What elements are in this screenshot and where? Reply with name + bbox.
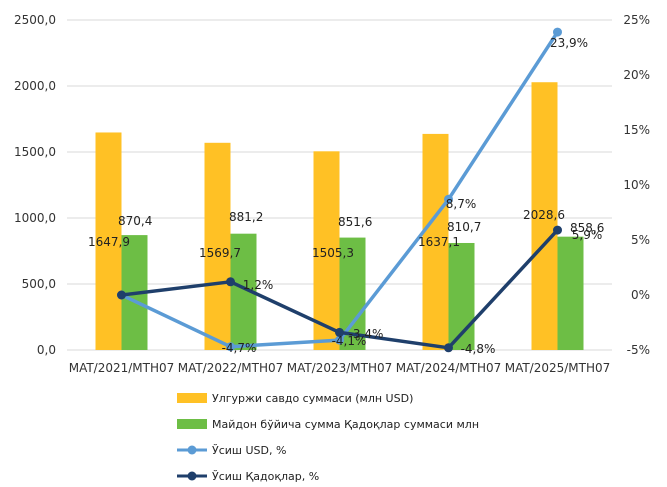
line-point — [335, 327, 344, 337]
data-label: -4,1% — [332, 334, 367, 348]
data-label: 858,6 — [570, 221, 604, 235]
y-left-tick-label: 2000,0 — [14, 79, 56, 93]
data-label: 8,7% — [446, 197, 477, 211]
data-label: -4,7% — [222, 341, 257, 355]
y-left-tick-label: 1000,0 — [14, 211, 56, 225]
y-right-tick-label: 5% — [631, 233, 650, 247]
y-left-tick-label: 2500,0 — [14, 13, 56, 27]
data-label: 1647,9 — [88, 235, 130, 249]
y-right-tick-label: 0% — [631, 288, 650, 302]
bar-wholesale — [422, 133, 449, 350]
bar-packages — [557, 236, 584, 350]
legend-label: Ўсиш USD, % — [212, 444, 286, 457]
legend-label: Майдон бўйича сумма Қадоқлар суммаси млн — [212, 418, 479, 431]
data-label: 810,7 — [447, 220, 481, 234]
data-label: 851,6 — [338, 215, 372, 229]
x-category-label: MAT/2021/MTH07 — [69, 361, 175, 375]
data-label: 881,2 — [229, 210, 263, 224]
data-label: 23,9% — [550, 36, 588, 50]
y-right-tick-label: 25% — [623, 13, 650, 27]
data-label: 5,9% — [572, 228, 603, 242]
line-point — [553, 27, 562, 37]
legend-swatch — [177, 393, 207, 403]
data-label: 1569,7 — [199, 246, 241, 260]
data-label: -3,4% — [349, 327, 384, 341]
data-label: 1,2% — [243, 278, 274, 292]
y-right-tick-label: 15% — [623, 123, 650, 137]
y-right-tick-label: 20% — [623, 68, 650, 82]
line-point — [553, 225, 562, 235]
y-right-tick-label: 10% — [623, 178, 650, 192]
legend-label: Улгуржи савдо суммаси (млн USD) — [212, 392, 413, 405]
line-point — [226, 342, 235, 352]
bar-wholesale — [95, 132, 122, 350]
data-label: 2028,6 — [523, 208, 565, 222]
x-category-label: MAT/2025/MTH07 — [505, 361, 611, 375]
bar-wholesale — [531, 82, 558, 351]
x-category-label: MAT/2023/MTH07 — [287, 361, 393, 375]
legend-marker — [187, 471, 197, 481]
data-label: 1505,3 — [312, 246, 354, 260]
x-category-label: MAT/2024/MTH07 — [396, 361, 502, 375]
line-point — [226, 277, 235, 287]
legend-label: Ўсиш Қадоқлар, % — [212, 470, 319, 483]
line-point — [444, 194, 453, 204]
line-point — [335, 335, 344, 345]
y-left-tick-label: 500,0 — [22, 277, 56, 291]
line-point — [117, 290, 126, 300]
line-point — [444, 343, 453, 353]
y-left-tick-label: 1500,0 — [14, 145, 56, 159]
legend-marker — [187, 445, 197, 455]
data-label: -4,8% — [461, 342, 496, 356]
data-label: 1637,1 — [418, 235, 460, 249]
bar-wholesale — [313, 151, 340, 350]
x-category-label: MAT/2022/MTH07 — [178, 361, 284, 375]
bar-wholesale — [204, 142, 231, 350]
y-left-tick-label: 0,0 — [37, 343, 56, 357]
legend-swatch — [177, 419, 207, 429]
y-right-tick-label: -5% — [627, 343, 650, 357]
data-label: 870,4 — [118, 214, 152, 228]
